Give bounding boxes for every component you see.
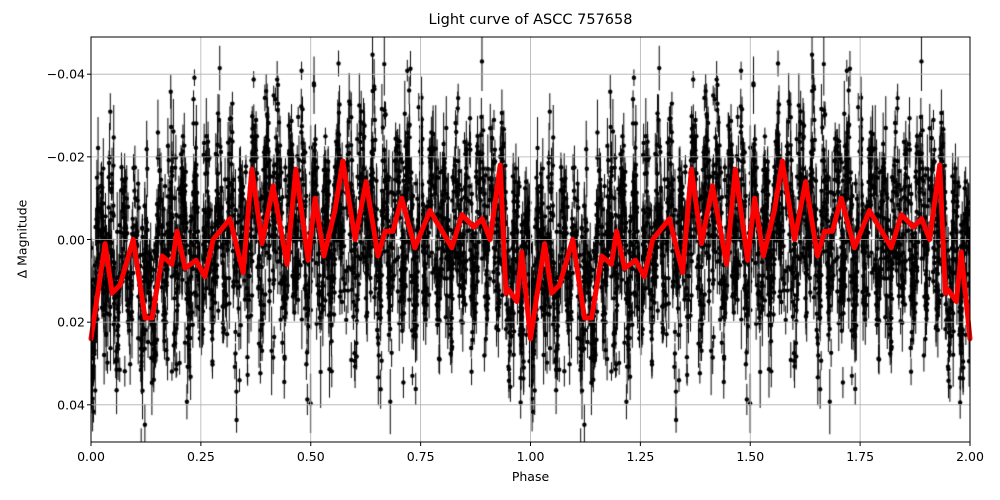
x-tick-label: 1.25: [626, 449, 655, 464]
y-tick-label: 0.02: [57, 314, 85, 330]
x-tick-label: 1.00: [516, 449, 545, 464]
y-tick-label: −0.02: [46, 149, 85, 165]
x-tick-label: 0.75: [406, 449, 435, 464]
model-curve: [88, 158, 973, 342]
y-axis-label: Δ Magnitude: [14, 199, 30, 279]
x-tick-label: 1.75: [846, 449, 875, 464]
y-tick-label: 0.04: [57, 397, 85, 413]
chart-title: Light curve of ASCC 757658: [428, 12, 633, 28]
x-axis-label: Phase: [511, 469, 550, 484]
y-tick-label: 0.00: [57, 232, 85, 247]
x-tick-label: 0.25: [186, 449, 215, 464]
x-tick-label: 2.00: [956, 449, 984, 464]
y-tick-label: −0.04: [46, 66, 85, 82]
x-tick-label: 1.50: [736, 449, 765, 464]
grid-lines: [90, 37, 971, 442]
x-tick-label: 0.00: [77, 449, 105, 464]
tick-marks: [87, 73, 971, 446]
x-tick-label: 0.50: [296, 449, 325, 464]
